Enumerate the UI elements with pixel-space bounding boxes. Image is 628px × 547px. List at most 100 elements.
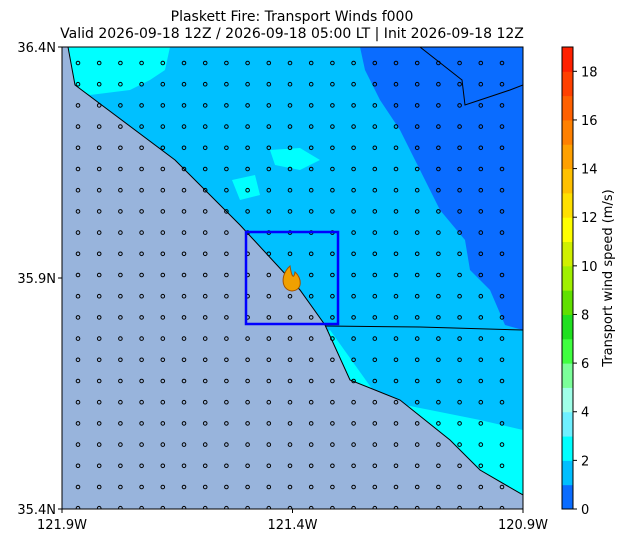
colorbar-tick-label: 12	[581, 211, 598, 226]
wind-marker	[436, 187, 441, 193]
wind-marker	[139, 421, 144, 426]
wind-marker	[393, 230, 399, 235]
wind-marker	[308, 378, 314, 384]
wind-marker	[181, 124, 187, 129]
wind-marker	[351, 124, 356, 129]
wind-marker	[160, 81, 166, 87]
wind-marker	[139, 336, 144, 341]
wind-marker	[245, 187, 250, 193]
colorbar-segment	[562, 95, 573, 121]
wind-marker	[393, 378, 399, 384]
wind-marker	[351, 81, 356, 87]
wind-marker	[96, 251, 102, 257]
wind-marker	[224, 442, 229, 447]
wind-marker	[308, 293, 314, 299]
wind-marker	[75, 484, 81, 490]
wind-marker	[393, 187, 399, 193]
wind-marker	[499, 421, 505, 426]
wind-marker	[414, 209, 420, 214]
wind-marker	[372, 399, 378, 405]
wind-marker	[202, 81, 208, 87]
wind-marker	[118, 293, 123, 299]
wind-marker	[351, 505, 356, 509]
colorbar-segment	[562, 363, 573, 388]
wind-marker	[436, 230, 441, 235]
wind-marker	[330, 81, 335, 87]
wind-marker	[118, 251, 123, 257]
wind-marker	[351, 399, 356, 405]
wind-marker	[245, 421, 250, 426]
wind-marker	[245, 357, 250, 363]
wind-marker	[202, 187, 208, 193]
wind-marker	[287, 187, 293, 193]
wind-marker	[414, 293, 420, 299]
wind-marker	[160, 166, 166, 172]
wind-marker	[266, 463, 272, 469]
wind-marker	[414, 60, 420, 66]
wind-marker	[266, 166, 272, 172]
wind-marker	[372, 251, 378, 257]
wind-marker	[308, 505, 314, 509]
wind-marker	[457, 357, 462, 363]
wind-marker	[266, 209, 272, 214]
wind-marker	[457, 145, 462, 151]
wind-marker	[181, 399, 187, 405]
colorbar-tick-label: 4	[581, 406, 589, 421]
wind-marker	[118, 81, 123, 87]
wind-marker	[75, 103, 81, 108]
wind-marker	[245, 145, 250, 151]
wind-marker	[96, 463, 102, 469]
wind-marker	[351, 145, 356, 151]
wind-marker	[287, 251, 293, 257]
wind-marker	[139, 378, 144, 384]
wind-marker	[245, 378, 250, 384]
wind-marker	[436, 293, 441, 299]
wind-marker	[478, 484, 484, 490]
wind-marker	[351, 293, 356, 299]
wind-marker	[499, 293, 505, 299]
wind-marker	[96, 484, 102, 490]
wind-marker	[139, 293, 144, 299]
wind-marker	[96, 421, 102, 426]
wind-marker	[457, 81, 462, 87]
wind-marker	[181, 378, 187, 384]
subtitle: Valid 2026-09-18 12Z / 2026-09-18 05:00 …	[60, 26, 524, 42]
colorbar-segment	[562, 241, 573, 267]
wind-marker	[436, 442, 441, 447]
wind-marker	[139, 442, 144, 447]
wind-marker	[372, 103, 378, 108]
wind-marker	[181, 230, 187, 235]
wind-marker	[202, 251, 208, 257]
wind-marker	[118, 442, 123, 447]
wind-marker	[118, 505, 123, 509]
wind-marker	[393, 421, 399, 426]
wind-marker	[478, 378, 484, 384]
wind-marker	[330, 251, 335, 257]
y-tick-label: 36.4N	[17, 41, 56, 56]
wind-marker	[351, 251, 356, 257]
wind-marker	[75, 187, 81, 193]
wind-marker	[287, 209, 293, 214]
colorbar-segment	[562, 144, 573, 170]
wind-marker	[478, 145, 484, 151]
wind-marker	[478, 336, 484, 341]
wind-marker	[202, 60, 208, 66]
wind-marker	[139, 124, 144, 129]
wind-marker	[139, 81, 144, 87]
wind-marker	[224, 230, 229, 235]
wind-marker	[457, 187, 462, 193]
wind-marker	[287, 60, 293, 66]
wind-marker	[96, 442, 102, 447]
wind-marker	[330, 187, 335, 193]
wind-marker	[308, 442, 314, 447]
fire-icon	[282, 265, 301, 292]
colorbar-segment	[562, 119, 573, 145]
wind-marker	[224, 81, 229, 87]
wind-marker	[181, 484, 187, 490]
wind-marker	[202, 103, 208, 108]
wind-marker	[202, 399, 208, 405]
wind-marker	[372, 145, 378, 151]
wind-marker	[96, 293, 102, 299]
wind-marker	[308, 124, 314, 129]
wind-marker	[436, 463, 441, 469]
